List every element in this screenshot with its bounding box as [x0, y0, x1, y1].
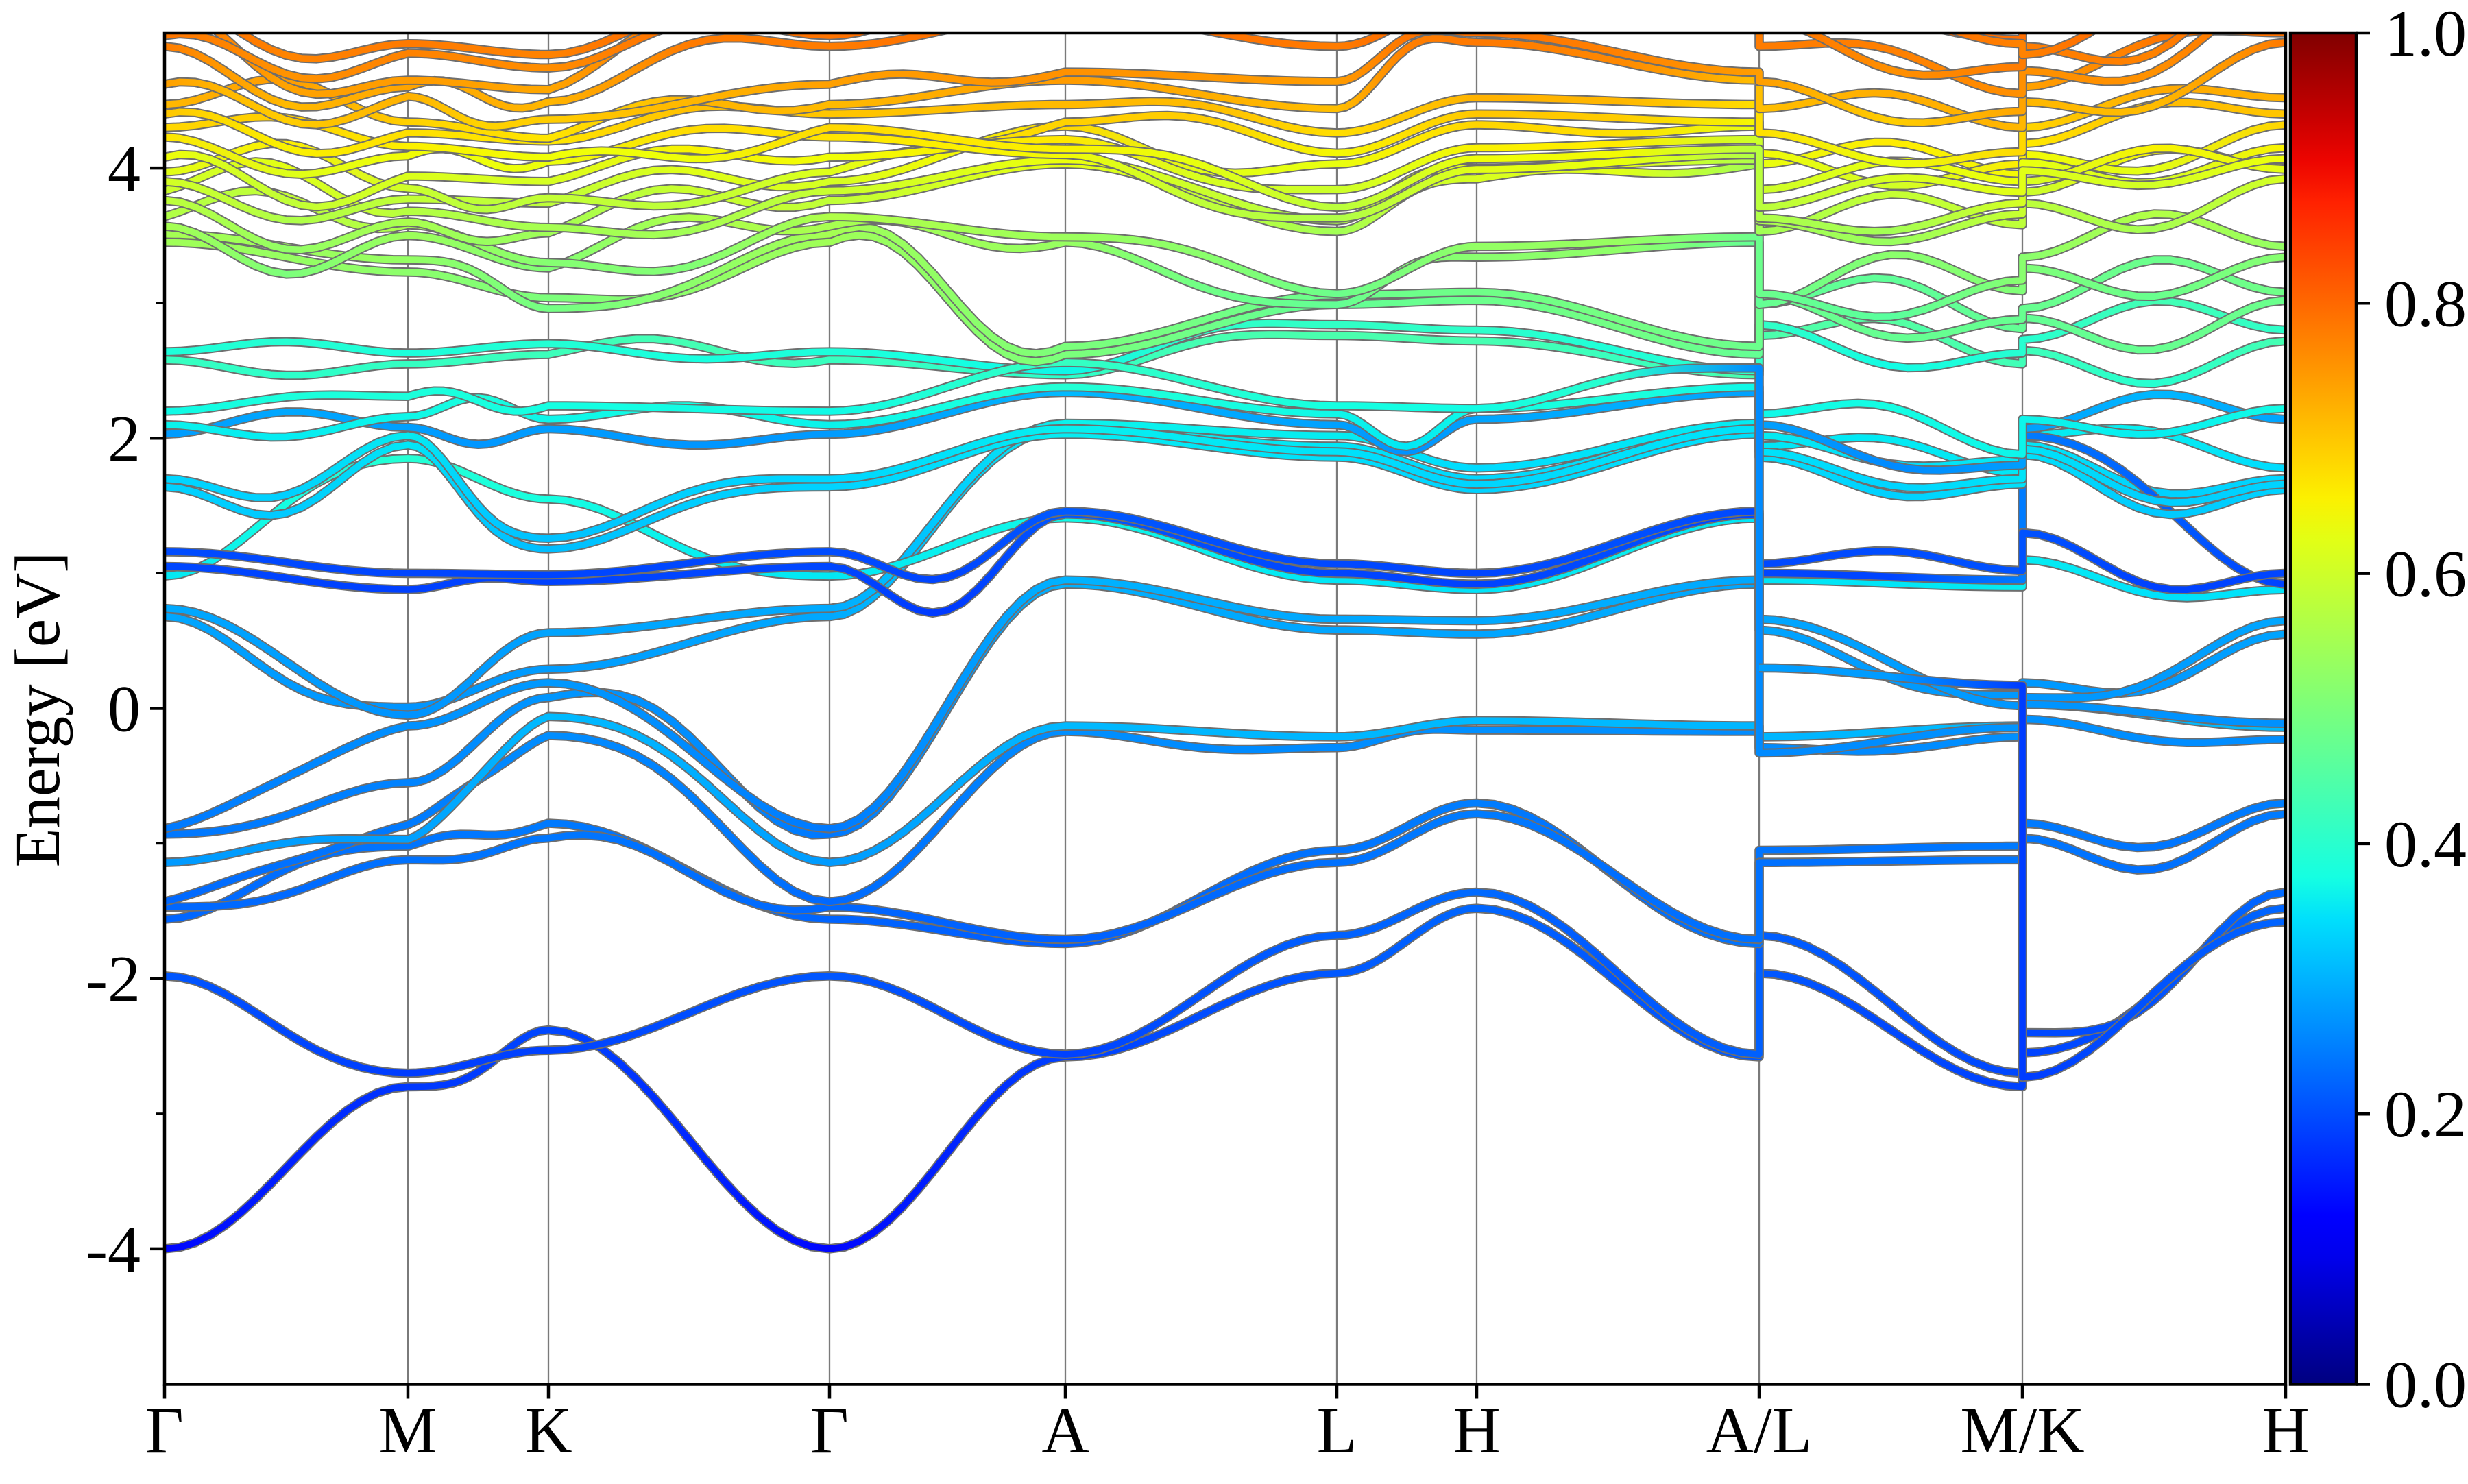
svg-text:0: 0 [108, 672, 141, 746]
svg-text:L: L [1317, 1394, 1357, 1467]
svg-text:0.0: 0.0 [2384, 1348, 2467, 1422]
svg-text:-2: -2 [86, 942, 141, 1016]
svg-text:H: H [1453, 1394, 1500, 1467]
svg-text:A/L: A/L [1706, 1394, 1813, 1467]
svg-text:4: 4 [108, 132, 141, 205]
svg-text:A: A [1041, 1394, 1089, 1467]
svg-text:0.8: 0.8 [2384, 267, 2467, 340]
svg-text:1.0: 1.0 [2384, 0, 2467, 70]
svg-text:2: 2 [108, 402, 141, 475]
svg-text:Γ: Γ [145, 1394, 184, 1467]
svg-text:0.2: 0.2 [2384, 1078, 2467, 1151]
svg-text:Energy [eV]: Energy [eV] [3, 552, 73, 868]
svg-text:M: M [378, 1394, 437, 1467]
svg-text:0.6: 0.6 [2384, 537, 2467, 611]
svg-text:-4: -4 [86, 1213, 141, 1286]
svg-text:Γ: Γ [810, 1394, 849, 1467]
svg-text:H: H [2262, 1394, 2309, 1467]
svg-text:K: K [524, 1394, 572, 1467]
svg-text:M/K: M/K [1960, 1394, 2084, 1467]
svg-text:0.4: 0.4 [2384, 807, 2467, 881]
